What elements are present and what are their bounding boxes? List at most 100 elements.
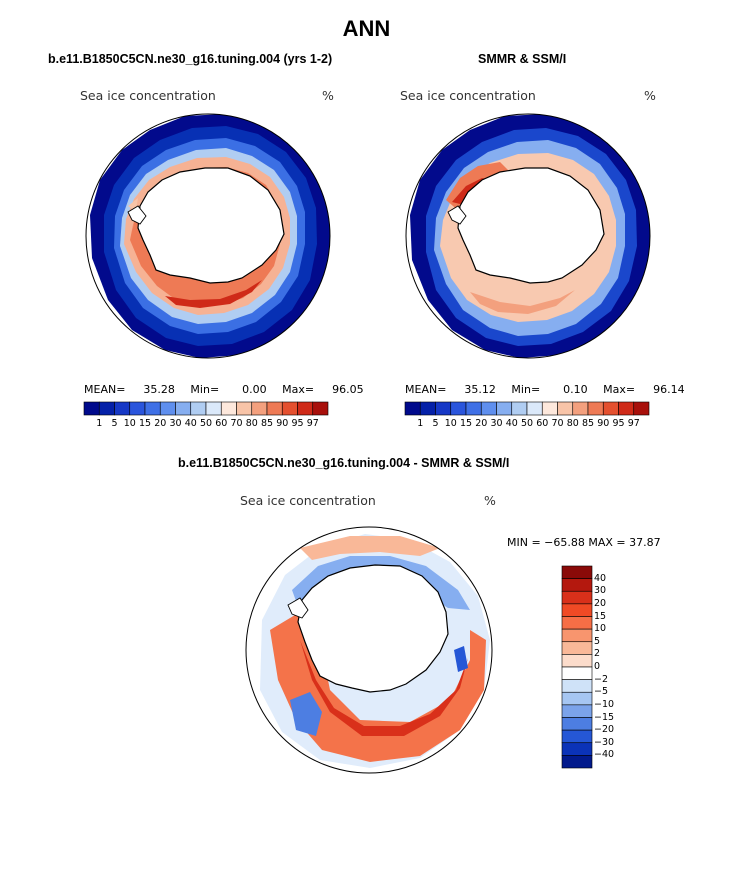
colorbar-tick-label: 80 [566,418,579,429]
colorbar-tick-label: 15 [459,418,473,429]
colorbar-tick-label: 60 [536,418,549,429]
colorbar-tick-label: 80 [245,418,258,429]
colorbar-box [419,401,436,416]
colorbar-tick-label: 95 [612,418,625,429]
panel-2-units: % [644,88,656,103]
colorbar-tick-label: 1 [417,418,424,429]
colorbar-box [561,755,593,769]
colorbar-box [98,401,115,416]
colorbar-box [561,616,593,630]
colorbar-box [561,590,593,605]
panel-2-stats: MEAN= 35.12 Min= 0.10 Max= 96.14 [405,383,685,396]
panel-2-max-value: 96.14 [653,383,685,396]
colorbar-tick-label: 5 [111,418,118,429]
colorbar-tick-label: 2 [594,648,601,660]
panel-1-min-label: Min= [190,383,220,396]
panel-1-max-label: Max= [282,383,315,396]
colorbar-tick-label: 97 [627,418,640,429]
panel-2-map [405,113,651,359]
panel-2-max-label: Max= [603,383,636,396]
colorbar-box [526,401,543,416]
colorbar-tick-label: 95 [291,418,304,429]
colorbar-tick-label: 70 [230,418,243,429]
panel-1-mean-label: MEAN= [84,383,126,396]
colorbar-tick-label: 90 [276,418,289,429]
colorbar-box [561,666,593,680]
colorbar-box [496,401,513,416]
colorbar-box [541,401,558,416]
colorbar-box [129,401,146,416]
difference-colorbar [561,565,593,769]
colorbar-tick-label: −30 [594,736,615,748]
colorbar-box [602,401,619,416]
colorbar-box [144,401,161,416]
colorbar-box [281,401,298,416]
colorbar-box [236,401,253,416]
panel-1-variable: Sea ice concentration [80,88,216,103]
panel-1-title: b.e11.B1850C5CN.ne30_g16.tuning.004 (yrs… [48,52,333,66]
panel-1-map [85,113,331,359]
colorbar-box [511,401,528,416]
colorbar-box [297,401,314,416]
colorbar-tick-label: 40 [594,572,607,584]
colorbar-box [618,401,635,416]
colorbar-box [251,401,268,416]
difference-map [245,526,493,774]
colorbar-box [83,401,100,416]
colorbar-tick-label: 10 [444,418,457,429]
panel-1-min-value: 0.00 [242,383,267,396]
panel-2-mean-label: MEAN= [405,383,447,396]
colorbar-tick-label: −40 [594,749,615,761]
colorbar-tick-label: 10 [594,623,607,635]
panel-2-variable: Sea ice concentration [400,88,536,103]
colorbar-box [561,691,593,706]
colorbar-tick-label: 30 [594,585,607,597]
colorbar-box [561,628,593,643]
colorbar-tick-label: 50 [520,418,534,429]
panel-1-mean-value: 35.28 [143,383,175,396]
colorbar-tick-label: 90 [597,418,610,429]
panel-1-colorbar-ticks: 1 5 10 15 20 30 40 50 60 70 80 85 90 95 97 [84,418,328,432]
colorbar-tick-label: 1 [96,418,103,429]
panel-2-min-label: Min= [511,383,541,396]
colorbar-box [633,401,650,416]
colorbar-box [190,401,207,416]
difference-units: % [484,493,496,508]
colorbar-box [159,401,176,416]
colorbar-box [114,401,131,416]
colorbar-tick-label: 10 [123,418,136,429]
colorbar-tick-label: 30 [169,418,182,429]
colorbar-box [205,401,222,416]
colorbar-box [561,565,593,579]
panel-2-title: SMMR & SSM/I [478,52,567,66]
panel-1-colorbar [83,401,329,416]
difference-variable: Sea ice concentration [240,493,376,508]
difference-colorbar-ticks: 40 30 20 15 10 5 2 0 −2 −5 −10 −15 −20 −30 −40 [594,566,634,766]
colorbar-box [561,679,593,693]
colorbar-tick-label: 40 [505,418,518,429]
colorbar-tick-label: 0 [594,661,601,672]
colorbar-tick-label: −5 [594,686,609,698]
colorbar-tick-label: −15 [594,711,615,723]
colorbar-tick-label: −20 [594,724,615,736]
colorbar-box [465,401,482,416]
panel-1-units: % [322,88,334,103]
colorbar-tick-label: 20 [475,418,488,429]
colorbar-box [175,401,192,416]
colorbar-tick-label: 5 [594,635,601,647]
panel-2-mean-value: 35.12 [464,383,496,396]
colorbar-box [266,401,283,416]
panel-2-min-value: 0.10 [563,383,588,396]
colorbar-tick-label: 20 [154,418,167,429]
colorbar-tick-label: 5 [432,418,439,429]
colorbar-box [587,401,604,416]
colorbar-tick-label: 30 [490,418,503,429]
colorbar-tick-label: 60 [215,418,228,429]
colorbar-tick-label: 85 [260,418,274,429]
colorbar-box [561,742,593,756]
colorbar-tick-label: 20 [594,597,607,609]
colorbar-box [561,717,593,731]
colorbar-box [561,641,593,655]
colorbar-box [557,401,574,416]
